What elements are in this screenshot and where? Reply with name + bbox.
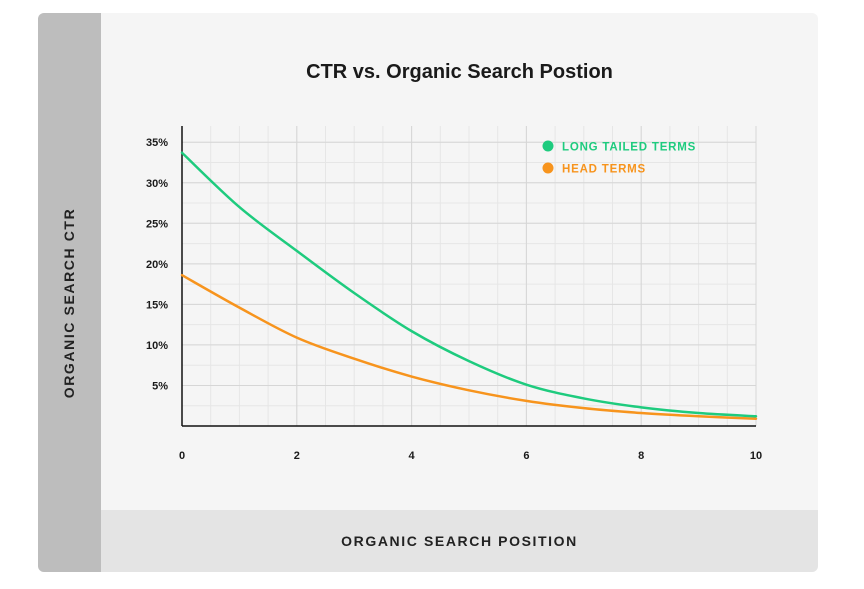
y-tick-label: 30% <box>146 178 168 190</box>
y-tick-label: 35% <box>146 137 168 149</box>
x-tick-label: 6 <box>523 450 529 462</box>
y-tick-label: 20% <box>146 259 168 271</box>
series-line-head-terms <box>180 273 758 420</box>
x-tick-label: 0 <box>179 450 185 462</box>
legend-label-head-terms: HEAD TERMS <box>562 164 646 176</box>
legend-marker-long-tailed-terms <box>542 140 554 152</box>
x-tick-label: 2 <box>294 450 300 462</box>
y-tick-label: 5% <box>152 380 168 392</box>
x-axis-label: ORGANIC SEARCH POSITION <box>341 533 578 549</box>
legend-label-long-tailed-terms: LONG TAILED TERMS <box>562 142 696 154</box>
chart-title: CTR vs. Organic Search Postion <box>306 61 613 83</box>
chart-card: ORGANIC SEARCH CTR ORGANIC SEARCH POSITI… <box>38 13 818 572</box>
y-tick-label: 10% <box>146 340 168 352</box>
legend-marker-head-terms <box>542 162 554 174</box>
x-tick-label: 4 <box>409 450 416 462</box>
x-axis-label-bar: ORGANIC SEARCH POSITION <box>101 510 818 572</box>
series-line-long-tailed-terms <box>180 151 758 418</box>
x-tick-label: 10 <box>750 450 762 462</box>
y-tick-label: 15% <box>146 299 168 311</box>
y-axis-label-bar: ORGANIC SEARCH CTR <box>38 13 101 572</box>
y-tick-label: 25% <box>146 218 168 230</box>
x-tick-label: 8 <box>638 450 644 462</box>
